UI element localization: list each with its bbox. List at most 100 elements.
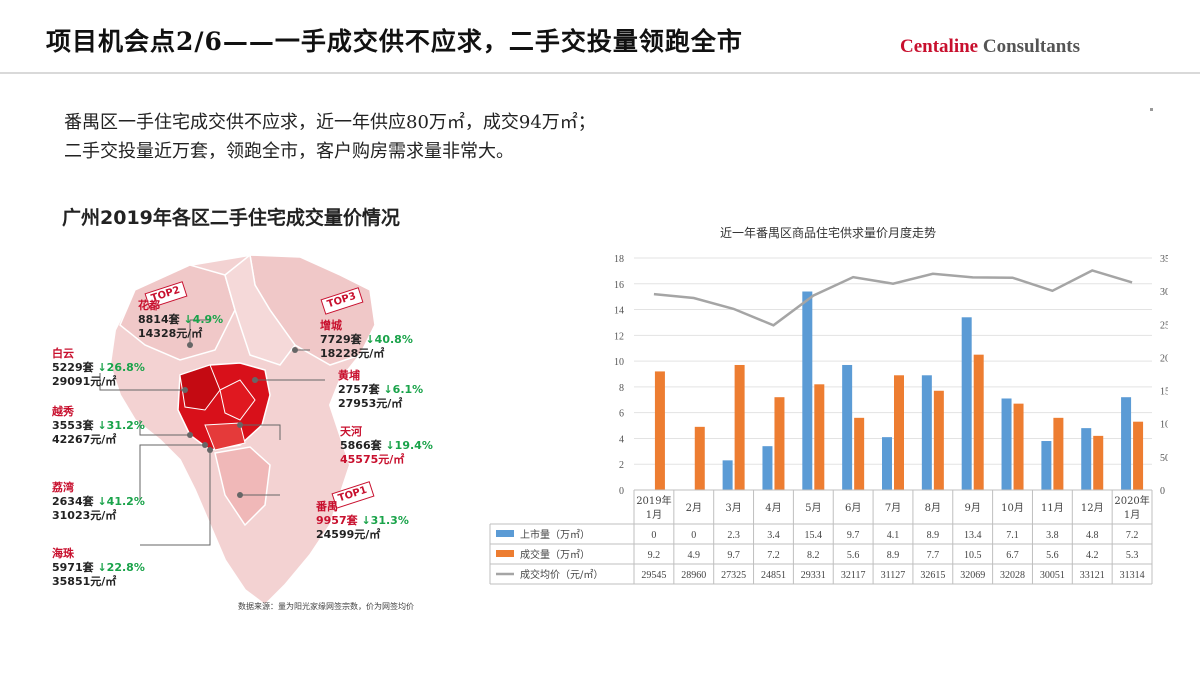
map-region-tianhe [219,379,256,421]
data-label: 9.7 [847,530,860,541]
district-change: ↓31.2% [97,419,145,432]
district-name: 番禺 [316,500,338,513]
y-right-tick-label: 5000 [1160,453,1168,464]
data-label: 33121 [1080,570,1105,581]
brand-logo: Centaline Consultants [900,36,1080,58]
district-price: 35851元/㎡ [52,575,117,588]
y-left-tick-label: 0 [619,486,624,497]
district-change: ↓31.3% [361,514,409,527]
district-price: 29091元/㎡ [52,375,117,388]
decor-dot [1150,108,1153,111]
district-panyu: 番禺 9957套 ↓31.3% 24599元/㎡ [316,500,409,542]
bar-transaction [734,364,745,490]
y-right-tick-label: 20000 [1160,353,1168,364]
y-left-tick-label: 16 [614,280,624,291]
y-left-tick-label: 12 [614,331,624,342]
data-label: 29331 [801,570,826,581]
x-category-label: 2020年 [1114,494,1149,507]
y-right-tick-label: 35000 [1160,254,1168,265]
map-region-huadu [119,264,236,361]
x-category-label: 7月 [885,502,901,514]
district-volume: 8814套 [138,313,180,326]
bar-supply [1001,398,1012,490]
bar-supply [802,291,813,490]
x-category-label: 6月 [845,502,861,514]
legend-series-name: 成交均价（元/㎡） [520,568,603,581]
data-label: 0 [691,530,696,541]
district-price: 14328元/㎡ [138,327,203,340]
district-change: ↓22.8% [97,561,145,574]
bar-transaction [1053,417,1064,490]
x-category-label: 2月 [686,502,702,514]
y-left-tick-label: 14 [614,306,624,317]
district-price: 45575元/㎡ [340,453,405,466]
data-label: 32615 [920,570,945,581]
data-label: 27325 [721,570,746,581]
data-label: 24851 [761,570,786,581]
x-category-label: 12月 [1081,502,1104,514]
bar-supply [1121,397,1132,490]
district-volume: 2757套 [338,383,380,396]
district-change: ↓4.9% [183,313,224,326]
district-name: 荔湾 [52,481,74,494]
legend-swatch [496,550,514,557]
bar-supply [722,460,733,490]
data-label: 7.1 [1006,530,1019,541]
data-label: 0 [651,530,656,541]
district-change: ↓26.8% [97,361,145,374]
map-region-baiyun [179,364,221,411]
district-price: 24599元/㎡ [316,528,381,541]
district-volume: 5866套 [340,439,382,452]
district-huadu: 花都 8814套 ↓4.9% 14328元/㎡ [138,299,223,341]
map-region-conghua [224,253,296,366]
district-price: 31023元/㎡ [52,509,117,522]
district-volume: 3553套 [52,419,94,432]
bar-transaction [774,397,785,490]
chart-title: 近一年番禺区商品住宅供求量价月度走势 [719,226,936,240]
legend-series-name: 上市量（万㎡） [520,528,590,541]
chart-panel: 近一年番禺区商品住宅供求量价月度走势 0 2 4 6 8 10 12 14 16 18 0 5000 1… [488,210,1168,590]
data-label: 9.2 [648,550,661,561]
bar-supply [961,317,972,490]
data-label: 32028 [1000,570,1025,581]
district-change: ↓6.1% [383,383,424,396]
district-name: 天河 [340,425,362,438]
bar-supply [842,364,853,490]
data-label: 15.4 [805,530,823,541]
data-label: 29545 [641,570,666,581]
y-left-tick-label: 10 [614,357,624,368]
district-yuexiu: 越秀 3553套 ↓31.2% 42267元/㎡ [52,405,145,447]
district-change: ↓19.4% [385,439,433,452]
district-volume: 2634套 [52,495,94,508]
district-change: ↓41.2% [97,495,145,508]
district-price: 42267元/㎡ [52,433,117,446]
district-tianhe: 天河 5866套 ↓19.4% 45575元/㎡ [340,425,433,467]
legend-swatch [496,530,514,537]
bar-transaction [973,354,984,490]
data-label: 4.2 [1086,550,1099,561]
district-name: 越秀 [52,405,74,418]
bar-transaction [654,371,665,490]
bar-transaction [814,384,825,490]
intro-text: 番禺区一手住宅成交供不应求，近一年供应80万㎡，成交94万㎡； 二手交投量近万套… [64,108,596,166]
data-label: 13.4 [964,530,982,541]
data-label: 9.7 [727,550,740,561]
data-label: 31314 [1120,570,1145,581]
y-left-tick-label: 4 [619,434,624,445]
data-label: 31127 [881,570,906,581]
supply-demand-chart: 0 2 4 6 8 10 12 14 16 18 0 5000 10000 15000 20000 25000… [489,254,1168,585]
bar-transaction [933,390,944,490]
x-category-label: 1月 [1124,509,1140,521]
x-category-label: 3月 [725,502,741,514]
x-category-label: 10月 [1001,502,1024,514]
legend-series-name: 成交量（万㎡） [520,548,590,561]
data-label: 2.3 [727,530,740,541]
data-label: 8.2 [807,550,820,561]
y-right-tick-label: 10000 [1160,420,1168,431]
district-volume: 9957套 [316,514,358,527]
data-label: 7.7 [927,550,940,561]
bar-supply [882,437,892,490]
district-haizhu: 海珠 5971套 ↓22.8% 35851元/㎡ [52,547,145,589]
brand-name-grey: Consultants [982,36,1081,57]
header-divider [0,72,1200,74]
